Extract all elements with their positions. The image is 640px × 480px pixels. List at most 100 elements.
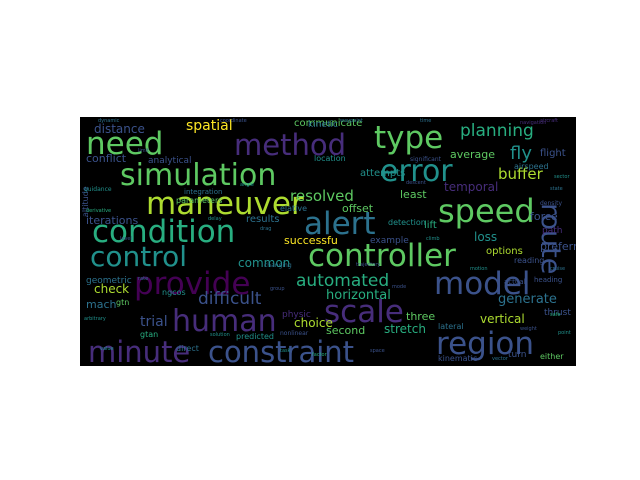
word: density <box>540 200 562 207</box>
word: value <box>100 346 114 352</box>
word: control <box>90 240 188 273</box>
word: horizontal <box>326 288 391 303</box>
word: motion <box>470 266 488 272</box>
word: state <box>550 186 563 192</box>
word: least <box>400 188 427 201</box>
word: level <box>120 236 132 242</box>
word: resolved <box>290 187 354 205</box>
word: temporal <box>444 180 499 194</box>
word: generate <box>498 292 557 307</box>
word: flight <box>540 148 566 159</box>
word: conflict <box>86 152 127 165</box>
word: simulation <box>120 158 277 193</box>
word: location <box>314 154 346 163</box>
word: minute <box>88 335 191 367</box>
word: climb <box>426 236 440 242</box>
word: buffer <box>498 165 543 183</box>
word: limit <box>138 148 149 154</box>
word: region <box>436 326 535 362</box>
word: stretch <box>384 322 426 336</box>
word: point <box>558 330 571 336</box>
word: maneuver <box>146 186 304 222</box>
word: force <box>530 210 558 223</box>
word: human <box>172 304 277 339</box>
word: average <box>450 148 496 161</box>
word: attempts <box>360 168 406 179</box>
word: descent <box>406 180 426 186</box>
word: preferred <box>540 240 576 253</box>
word: sector <box>554 174 570 180</box>
word: iterations <box>86 214 139 227</box>
word: airspeed <box>514 162 549 171</box>
word: trial <box>140 314 168 330</box>
word: elative <box>280 204 308 213</box>
word: distance <box>94 122 145 136</box>
word: example <box>370 236 409 246</box>
word: either <box>540 352 564 361</box>
word: lift <box>424 220 437 231</box>
word: kinematic <box>438 354 478 363</box>
word: successfu <box>284 234 338 247</box>
word: spatial <box>186 118 233 134</box>
word: lateral <box>438 322 464 331</box>
word: ngcos <box>162 288 186 297</box>
word: need <box>86 126 164 162</box>
word: direct <box>176 344 199 353</box>
word: solution <box>210 332 230 338</box>
word: coordinate <box>220 118 247 124</box>
word: constraint <box>208 335 355 367</box>
word: arbitrary <box>84 316 106 322</box>
word: second <box>326 324 366 337</box>
word: delay <box>208 216 222 222</box>
word: thrust <box>544 308 571 318</box>
word: automated <box>296 271 390 291</box>
word: mode <box>392 284 407 290</box>
word: planning <box>460 121 534 141</box>
word: aircraft <box>540 118 558 124</box>
word: dynamic <box>98 118 120 124</box>
word: options <box>486 246 523 257</box>
word: type <box>374 120 444 156</box>
word: kinetic <box>308 120 338 130</box>
word: alert <box>304 206 376 242</box>
word: loss <box>474 230 498 244</box>
word: error <box>380 154 453 189</box>
word: choice <box>294 316 333 330</box>
word: navigation <box>520 120 547 126</box>
word: heading <box>534 276 563 284</box>
word: three <box>406 310 436 323</box>
word: provide <box>134 266 251 302</box>
word: predicted <box>236 332 274 341</box>
word: offset <box>342 202 374 215</box>
word: rate <box>138 276 149 282</box>
word: fly <box>510 143 532 164</box>
word-cloud: minute constraint region human scale pro… <box>80 117 576 366</box>
word: angle <box>240 182 254 188</box>
word: weight <box>520 326 537 332</box>
word: trajectory <box>356 262 381 268</box>
word: cruise <box>550 266 566 272</box>
word: time <box>420 118 432 124</box>
word: actual <box>504 278 526 286</box>
word: reading <box>514 256 545 265</box>
word: derivative <box>86 208 112 214</box>
word: gtan <box>140 330 159 339</box>
word: safe <box>550 312 561 318</box>
word: detection <box>388 218 426 227</box>
word: speed <box>438 192 535 230</box>
word: difficult <box>198 289 262 309</box>
word: scale <box>324 294 404 330</box>
word: waypoint <box>340 118 363 124</box>
word: parameters <box>176 196 223 205</box>
word: group <box>270 286 285 292</box>
word: check <box>94 282 130 296</box>
word: vector <box>492 356 508 362</box>
word: geometric <box>86 276 132 286</box>
word: drag <box>260 226 272 232</box>
word: controller <box>308 238 456 274</box>
word: task <box>280 348 291 354</box>
word: guidance <box>84 186 112 193</box>
word: path <box>542 226 563 236</box>
word: communicate <box>294 118 363 129</box>
word: physic <box>282 310 311 320</box>
